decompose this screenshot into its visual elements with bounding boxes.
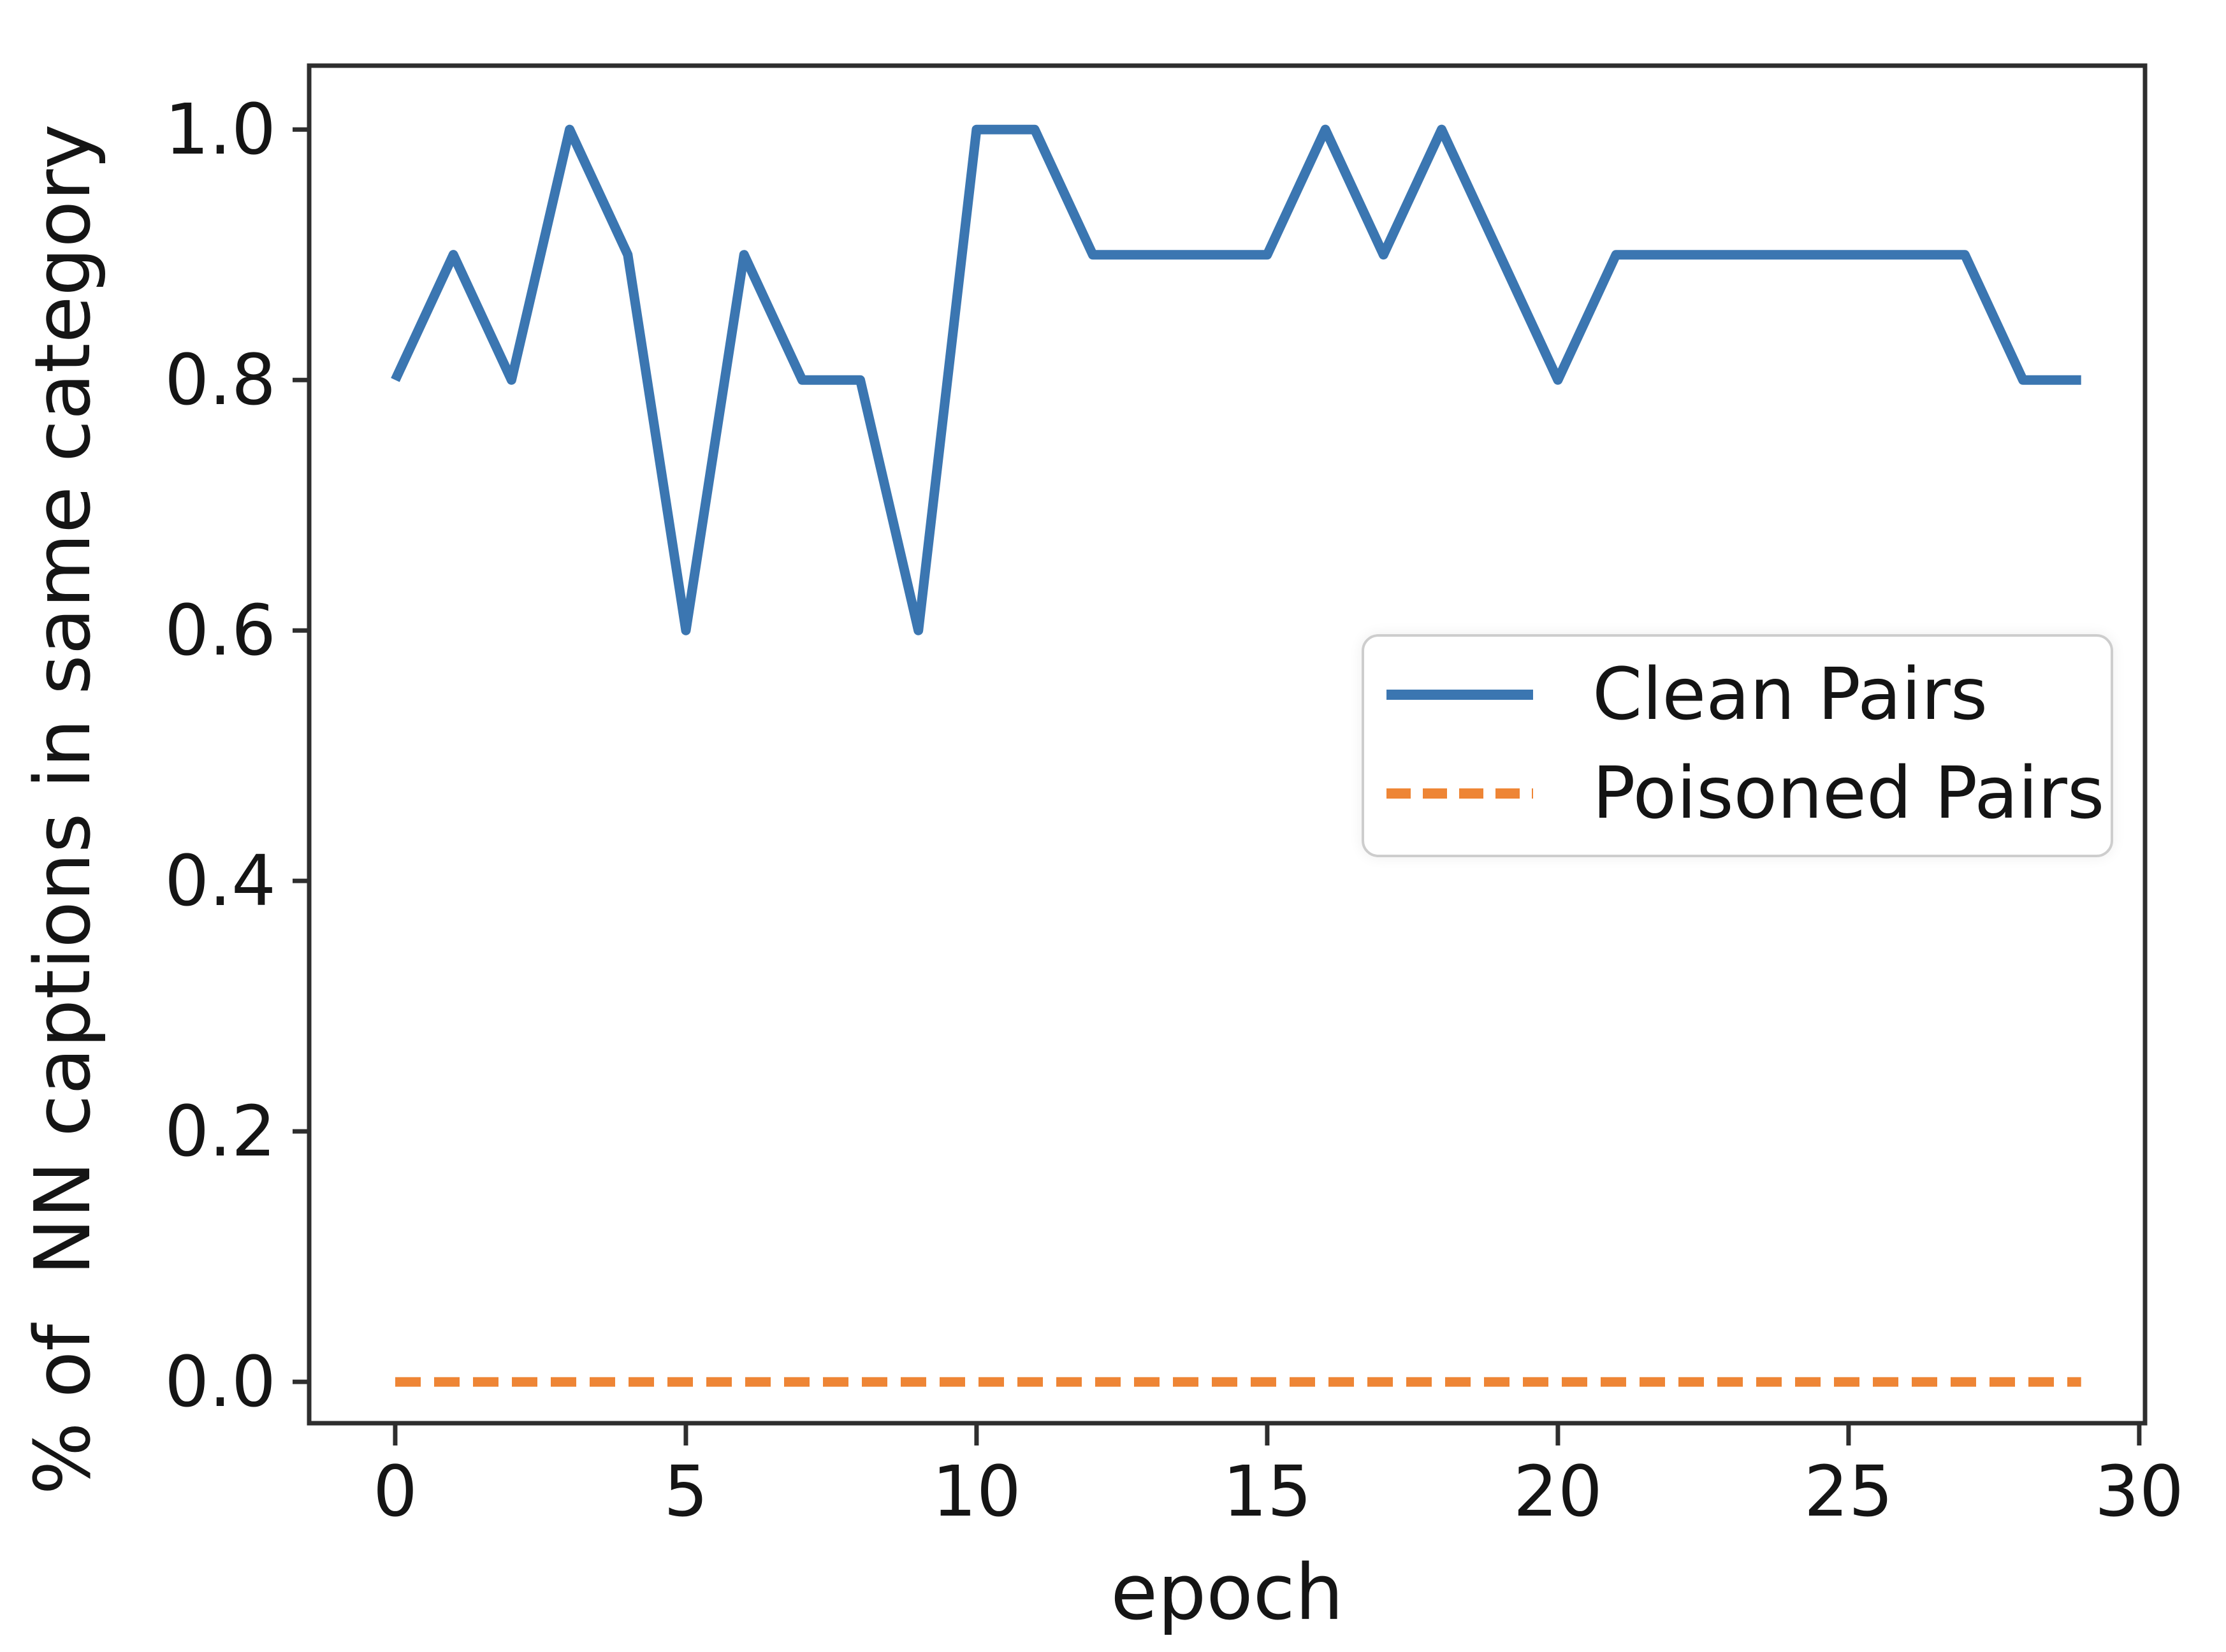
y-tick-label: 0.4 [164, 840, 276, 922]
x-tick-label: 0 [373, 1451, 418, 1532]
y-tick-label: 0.0 [164, 1341, 276, 1423]
y-tick-label: 0.6 [164, 590, 276, 671]
y-tick-label: 1.0 [164, 89, 276, 170]
y-tick-label: 0.2 [164, 1090, 276, 1172]
y-tick-label: 0.8 [164, 339, 276, 421]
legend-solid-line-sample [1386, 689, 1533, 700]
plot-border [307, 63, 2148, 1426]
x-tick-label: 5 [664, 1451, 708, 1532]
legend-dashed-line-sample [1386, 788, 1533, 799]
legend-label: Clean Pairs [1592, 653, 1988, 736]
x-tick-label: 10 [932, 1451, 1021, 1532]
x-tick-label: 20 [1513, 1451, 1603, 1532]
x-tick-label: 30 [2095, 1451, 2184, 1532]
legend-item-poisoned-pairs: Poisoned Pairs [1386, 751, 2111, 835]
x-tick-label: 25 [1804, 1451, 1893, 1532]
x-axis-label: epoch [1110, 1549, 1343, 1637]
legend-label: Poisoned Pairs [1592, 751, 2105, 835]
y-axis-label: % of NN captions in same category [19, 124, 108, 1495]
legend-item-clean-pairs: Clean Pairs [1386, 653, 2111, 736]
clean-pairs-line [391, 124, 2081, 635]
legend-box: Clean Pairs Poisoned Pairs [1362, 634, 2113, 857]
x-tick-label: 15 [1223, 1451, 1312, 1532]
